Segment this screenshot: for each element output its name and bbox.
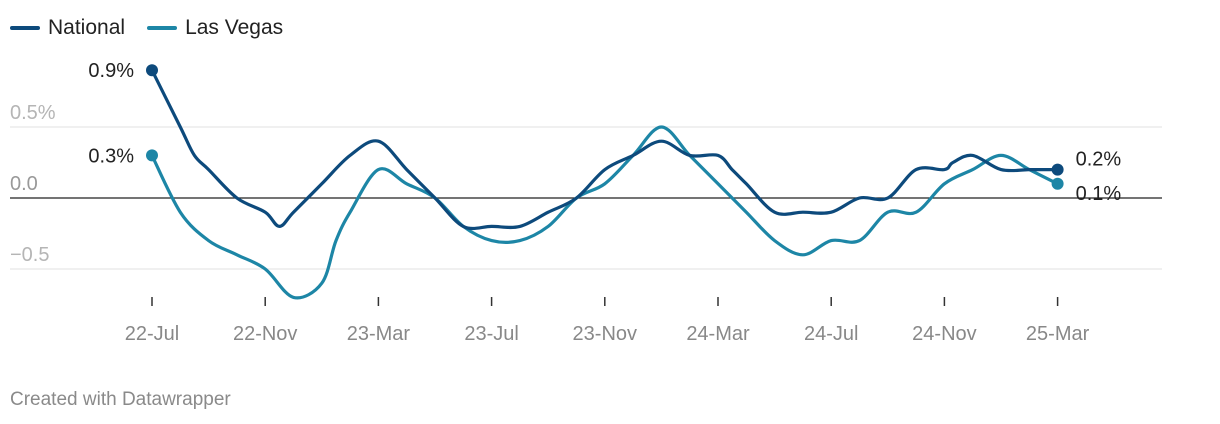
x-tick-label-3: 23-Jul [464,323,518,345]
series-end-label-las-vegas: 0.1% [1076,183,1122,205]
x-tick-label-8: 25-Mar [1026,323,1090,345]
legend-item-las-vegas: Las Vegas [147,16,283,40]
chart-legend: National Las Vegas [10,16,283,40]
legend-swatch-las-vegas [147,26,178,30]
x-tick-label-6: 24-Jul [804,323,858,345]
x-tick-label-0: 22-Jul [125,323,179,345]
y-tick-label-1: 0.0 [10,173,38,195]
legend-label-las-vegas: Las Vegas [185,16,284,39]
series-end-point-las-vegas [1051,177,1064,190]
y-tick-label-2: −0.5 [10,244,49,266]
y-tick-label-0: 0.5% [10,102,56,124]
x-tick-label-4: 23-Nov [573,323,637,345]
series-start-point-las-vegas [146,149,158,162]
series-start-point-national [146,64,158,77]
line-chart: 0.5% 0.0 −0.5 22-Jul 22-Nov 23-Mar 23-Jul 23-No… [10,60,1162,345]
x-tick-label-1: 22-Nov [233,323,297,345]
legend-label-national: National [48,16,126,39]
legend-swatch-national [10,26,40,30]
x-tick-label-7: 24-Nov [912,323,976,345]
series-end-point-national [1051,163,1064,176]
series-start-label-las-vegas: 0.3% [88,145,134,167]
footer-credit: Created with Datawrapper [10,389,231,410]
series-end-label-national: 0.2% [1076,149,1122,171]
x-tick-label-5: 24-Mar [686,323,750,345]
series-line-las-vegas [150,125,1060,300]
x-tick-label-2: 23-Mar [347,323,411,345]
series-line-national [150,68,1060,231]
legend-item-national: National [10,16,125,40]
series-start-label-national: 0.9% [88,60,134,82]
